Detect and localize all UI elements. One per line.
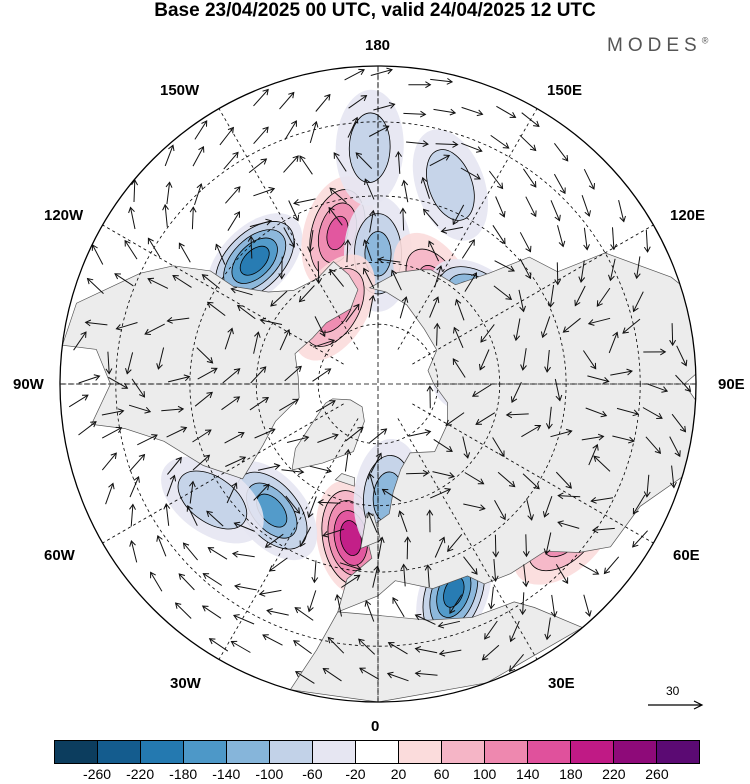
- lon-label-60w: 60W: [44, 548, 75, 564]
- colorbar-tick-label: -180: [169, 766, 197, 782]
- polar-anomaly-map: [0, 0, 750, 735]
- colorbar-cell: [140, 741, 183, 763]
- wind-arrow-shaft: [437, 324, 438, 346]
- colorbar-tick-label: 220: [602, 766, 625, 782]
- wind-arrow-shaft: [282, 257, 283, 279]
- colorbar-cell: [269, 741, 312, 763]
- colorbar-cell: [312, 741, 355, 763]
- anomaly-field: [0, 0, 750, 735]
- colorbar-cell: [613, 741, 656, 763]
- lon-label-30e: 30E: [548, 676, 575, 692]
- colorbar-cell: [97, 741, 140, 763]
- wind-arrow-shaft: [557, 262, 558, 284]
- colorbar-tick-label: -20: [345, 766, 365, 782]
- lon-label-90e: 90E: [718, 377, 745, 393]
- lon-label-150w: 150W: [160, 83, 199, 99]
- colorbar-tick-label: -260: [83, 766, 111, 782]
- colorbar-cell: [570, 741, 613, 763]
- colorbar-tick-label: 140: [516, 766, 539, 782]
- colorbar-cell: [226, 741, 269, 763]
- lon-label-150e: 150E: [547, 83, 582, 99]
- colorbar-tick-label: 60: [434, 766, 450, 782]
- colorbar-tick-label: -220: [126, 766, 154, 782]
- colorbar-cell: [441, 741, 484, 763]
- colorbar-cell: [55, 741, 97, 763]
- colorbar-cell: [656, 741, 699, 763]
- brand-mark: ®: [702, 36, 709, 46]
- lon-label-60e: 60E: [673, 548, 700, 564]
- colorbar: [54, 740, 700, 764]
- colorbar-tick-label: 20: [391, 766, 407, 782]
- wind-arrow-shaft: [526, 534, 527, 556]
- wind-arrow-shaft: [406, 473, 428, 474]
- wind-arrow-shaft: [318, 261, 319, 283]
- colorbar-tick-label: 180: [559, 766, 582, 782]
- brand-logo: MODES®: [607, 35, 708, 57]
- reference-vector-arrow: [647, 698, 707, 712]
- brand-text: MODES: [607, 35, 702, 56]
- colorbar-cell: [398, 741, 441, 763]
- lon-label-180: 180: [365, 38, 390, 54]
- wind-arrow-shaft: [495, 535, 496, 557]
- reference-vector-label: 30: [666, 684, 679, 698]
- colorbar-cell: [355, 741, 398, 763]
- lon-label-90w: 90W: [13, 377, 44, 393]
- colorbar-tick-label: 100: [473, 766, 496, 782]
- wind-arrow-shaft: [407, 537, 408, 559]
- lon-label-120e: 120E: [670, 208, 705, 224]
- colorbar-cell: [527, 741, 570, 763]
- wind-arrow-shaft: [672, 323, 673, 345]
- lon-label-120w: 120W: [44, 208, 83, 224]
- colorbar-tick-label: 260: [645, 766, 668, 782]
- colorbar-tick-label: -140: [212, 766, 240, 782]
- colorbar-tick-label: -60: [302, 766, 322, 782]
- colorbar-cell: [183, 741, 226, 763]
- lon-label-0: 0: [371, 719, 379, 735]
- colorbar-cell: [484, 741, 527, 763]
- map-title: Base 23/04/2025 00 UTC, valid 24/04/2025…: [0, 0, 750, 22]
- colorbar-tick-label: -100: [255, 766, 283, 782]
- wind-arrow-shaft: [403, 209, 404, 231]
- colorbar-ticks: -260 -220 -180 -140 -100 -60 -20 20 60 100 140 180 2…: [0, 766, 750, 784]
- lon-label-30w: 30W: [170, 676, 201, 692]
